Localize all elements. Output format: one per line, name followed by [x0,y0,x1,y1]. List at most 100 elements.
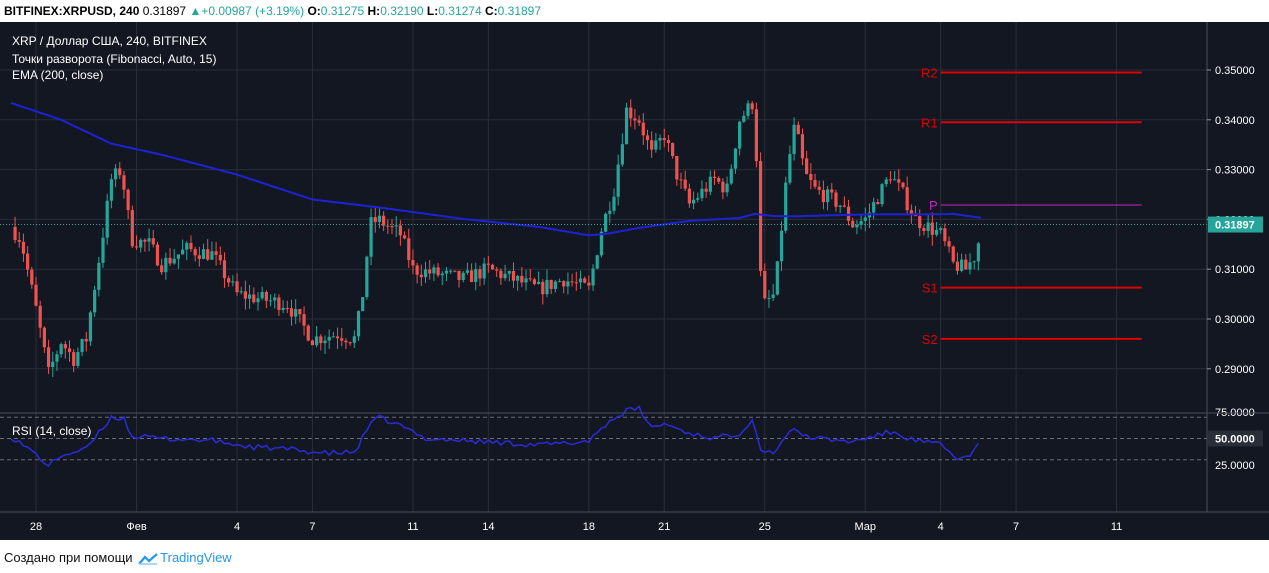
candle-body [256,298,260,303]
time-tick-label: Мар [855,521,877,533]
time-tick-label: 11 [1111,521,1122,533]
candle-body [838,205,842,207]
candle-body [511,271,516,281]
candle-body [562,281,566,287]
pivot-lines: R2 R1 P S1 S2 [921,65,1142,347]
candle-body [248,294,252,299]
candle-body [763,270,767,299]
candle-body [767,297,771,299]
candle-body [214,251,218,255]
candle-body [243,291,248,299]
candle-body [193,249,197,256]
candle-body [742,115,746,122]
candle-body [570,281,574,283]
candle-body [557,281,562,283]
candle-body [206,249,210,260]
candle-body [235,281,239,293]
candle-body [298,309,302,315]
candle-body [331,336,335,338]
candle-body [960,259,964,271]
candle-body [721,181,725,193]
candle-body [809,174,813,181]
pivot-label-s2: S2 [922,332,938,347]
tradingview-link[interactable]: TradingView [160,550,232,565]
candle-body [947,241,951,247]
high-value: 0.32190 [380,4,424,18]
high-label: H: [367,4,381,18]
candle-body [390,226,394,228]
candle-body [796,124,800,135]
candle-body [520,275,524,283]
candle-body [315,336,319,346]
candle-body [440,273,444,276]
candle-body [545,279,549,295]
candle-body [327,336,331,341]
time-tick-label: 25 [759,521,771,533]
candle-body [595,255,599,269]
time-tick-label: Фев [126,521,146,533]
last-price-badge [1208,216,1263,233]
candle-body [160,265,164,273]
up-arrow-icon: ▲ [189,4,202,18]
candle-body [687,188,691,204]
candle-body [122,175,126,190]
chart-container[interactable]: R2 R1 P S1 S2 75.0000 50.0000 25.0000 0.35000 0… [0,22,1269,540]
candle-body [55,354,59,362]
candle-body [671,142,675,157]
candle-body [758,161,763,271]
candle-body [139,239,143,248]
made-with-text: Создано при помощи [4,550,133,565]
candle-body [825,189,830,203]
candle-body [645,135,650,141]
candle-body [465,270,469,273]
candle-body [348,342,352,344]
candle-body [599,231,604,256]
candle-body [436,267,440,276]
candle-body [273,297,277,301]
candle-body [876,202,880,205]
price-tick-label: 0.30000 [1215,314,1255,326]
chart-background [0,22,1269,540]
rsi-tick-label: 25.0000 [1215,460,1255,472]
candle-body [587,282,591,286]
rsi-tick-label: 50.0000 [1215,433,1255,445]
candle-body [842,205,846,207]
candle-body [516,275,520,281]
candle-body [700,188,704,199]
candle-body [817,186,821,190]
candle-body [620,144,624,165]
candle-body [109,179,113,201]
candle-body [549,279,553,289]
candle-body [901,182,905,188]
ema-line [10,101,982,237]
candle-body [306,325,310,341]
candle-body [356,311,361,337]
close-label: C: [484,4,498,18]
candle-body [88,312,93,342]
candle-body [227,278,231,283]
candle-body [608,210,612,214]
candle-body [302,314,306,326]
candle-body [478,269,482,279]
candle-body [239,291,243,293]
candle-body [151,238,155,245]
candle-body [779,230,784,262]
candle-body [185,242,189,250]
time-tick-label: 7 [309,521,315,533]
price-tick-label: 0.31000 [1215,264,1255,276]
candle-body [792,124,796,155]
candle-body [566,281,570,287]
candle-body [147,238,151,242]
candle-body [449,270,453,272]
candle-body [934,229,939,235]
candle-body [482,263,486,279]
candle-body [134,246,139,248]
candle-body [260,291,264,299]
candle-body [930,222,934,235]
candle-body [130,210,134,247]
candle-body [490,264,495,270]
candle-body [821,189,826,203]
candle-body [281,307,285,310]
candle-body [846,206,851,221]
